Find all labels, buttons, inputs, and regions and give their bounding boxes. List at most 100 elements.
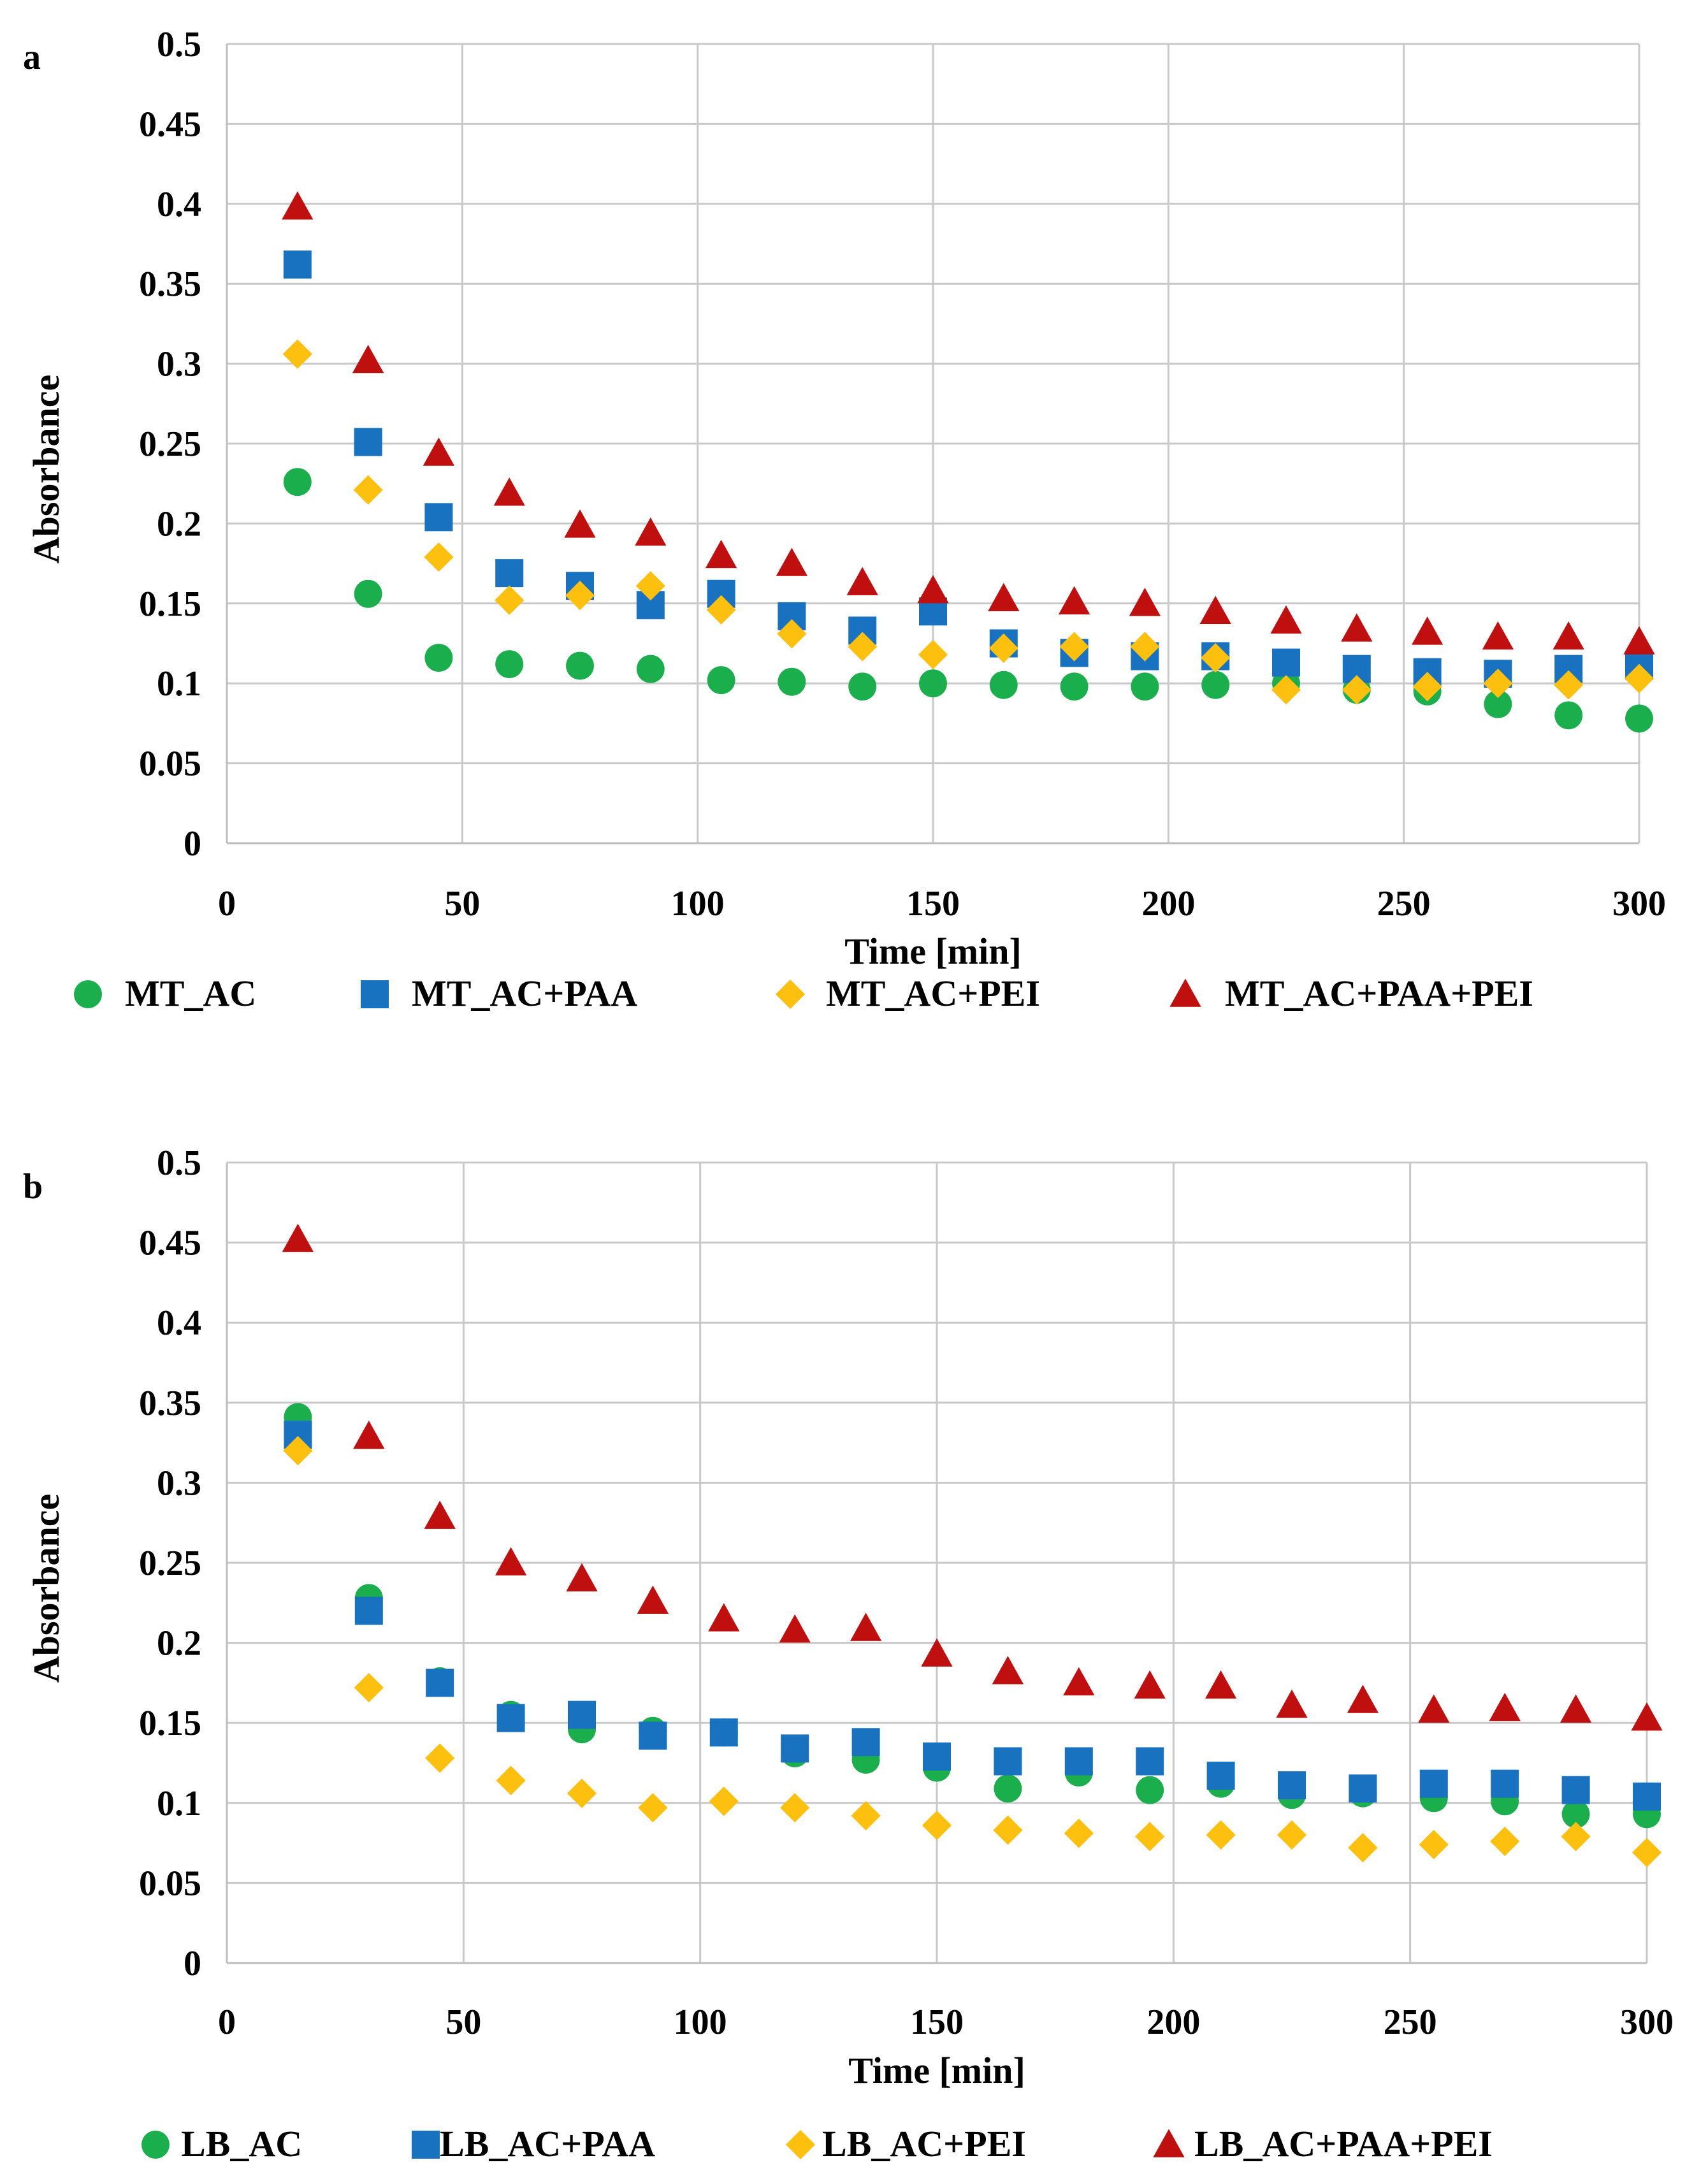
legend-marker-diamond bbox=[785, 2129, 816, 2160]
legend-marker-square bbox=[361, 980, 389, 1008]
data-point bbox=[1418, 1694, 1450, 1723]
data-point bbox=[1201, 670, 1230, 699]
data-point bbox=[1206, 1820, 1236, 1850]
data-point bbox=[636, 655, 665, 683]
data-point bbox=[1135, 1822, 1165, 1851]
data-point bbox=[1554, 701, 1583, 730]
x-tick-label: 0 bbox=[218, 884, 236, 924]
legend-label: MT_AC+PAA+PEI bbox=[1225, 973, 1533, 1014]
data-point bbox=[705, 539, 737, 569]
data-point bbox=[848, 672, 877, 701]
data-point bbox=[354, 579, 382, 608]
legend-item: MT_AC+PEI bbox=[775, 973, 1040, 1014]
data-point bbox=[1482, 621, 1514, 650]
data-point bbox=[1134, 1670, 1166, 1699]
legend: LB_AC LB_AC+PAA LB_AC+PEI LB_AC+PAA+PEI bbox=[141, 2123, 1493, 2164]
data-point bbox=[1205, 1670, 1237, 1699]
chart-panel-b: b 0 0.05 0.1 0.15 0.2 0.25 0.3 0.35 0.4 0.45 0.5 0 50… bbox=[23, 1143, 1674, 2164]
data-point bbox=[1063, 1667, 1095, 1696]
data-point bbox=[846, 567, 878, 595]
data-point bbox=[1270, 605, 1302, 634]
data-point bbox=[1633, 1782, 1661, 1811]
data-point bbox=[1272, 648, 1300, 677]
data-point bbox=[424, 1500, 456, 1529]
x-tick-label: 300 bbox=[1612, 884, 1666, 924]
data-point bbox=[992, 1656, 1024, 1685]
x-tick-label: 300 bbox=[1620, 2003, 1674, 2042]
data-point bbox=[1483, 669, 1513, 699]
data-point bbox=[851, 1801, 881, 1830]
legend-item: MT_AC+PAA bbox=[361, 973, 637, 1014]
data-point bbox=[1624, 663, 1654, 693]
y-tick-label: 0.1 bbox=[157, 1784, 201, 1823]
data-point bbox=[423, 437, 455, 466]
legend-marker-circle bbox=[74, 980, 102, 1008]
data-point bbox=[1348, 1833, 1378, 1863]
data-point bbox=[1201, 642, 1231, 673]
data-point bbox=[1561, 1822, 1591, 1851]
panel-letter: a bbox=[23, 38, 41, 77]
data-point bbox=[567, 1778, 597, 1808]
data-point bbox=[1484, 690, 1512, 718]
y-tick-label: 0.1 bbox=[157, 664, 201, 704]
data-point bbox=[496, 1704, 525, 1732]
y-axis-title: Absorbance bbox=[25, 375, 67, 563]
data-point bbox=[851, 1728, 880, 1757]
data-point bbox=[994, 1747, 1022, 1776]
x-tick-label: 50 bbox=[444, 884, 480, 924]
data-point bbox=[495, 585, 525, 615]
data-point bbox=[1277, 1820, 1307, 1850]
data-point bbox=[1412, 672, 1442, 702]
data-point bbox=[1276, 1689, 1308, 1718]
x-tick-label: 200 bbox=[1141, 884, 1195, 924]
series-LB_AC+PAA+PEI bbox=[282, 1223, 1663, 1731]
data-point bbox=[283, 250, 312, 279]
data-point bbox=[1491, 1769, 1519, 1798]
data-point bbox=[993, 1815, 1023, 1845]
data-point bbox=[639, 1721, 667, 1750]
x-tick-label: 0 bbox=[218, 2003, 236, 2042]
data-point bbox=[848, 632, 878, 662]
y-tick-label: 0.35 bbox=[139, 1384, 201, 1423]
legend-marker-circle bbox=[141, 2131, 170, 2159]
data-point bbox=[1342, 675, 1371, 705]
data-point bbox=[1632, 1837, 1662, 1867]
legend: MT_AC MT_AC+PAA MT_AC+PEI MT_AC+PAA+PEI bbox=[74, 973, 1533, 1014]
data-point bbox=[424, 542, 454, 572]
data-point bbox=[426, 1669, 454, 1697]
data-point bbox=[354, 428, 382, 456]
y-tick-label: 0.25 bbox=[139, 1544, 201, 1583]
data-point bbox=[1561, 1776, 1590, 1804]
data-point bbox=[283, 468, 312, 496]
data-point bbox=[709, 1786, 739, 1816]
chart-panel-a: a 0 0.05 0.1 0.15 0.2 0.25 0.3 0.35 0.4 0.45 0.5 0 50… bbox=[23, 25, 1666, 1014]
legend-label: LB_AC bbox=[181, 2123, 302, 2164]
data-point bbox=[564, 509, 596, 538]
legend-marker-triangle bbox=[1153, 2129, 1185, 2157]
data-point bbox=[776, 547, 808, 576]
legend-item: LB_AC bbox=[141, 2123, 302, 2164]
legend-label: MT_AC bbox=[125, 973, 256, 1014]
y-tick-label: 0.5 bbox=[157, 1143, 201, 1183]
data-point bbox=[493, 477, 525, 506]
data-point bbox=[781, 1734, 809, 1763]
data-point bbox=[1136, 1776, 1164, 1804]
data-point bbox=[850, 1612, 882, 1641]
y-axis-title: Absorbance bbox=[25, 1494, 67, 1683]
data-point bbox=[282, 339, 312, 369]
series-MT_AC+PAA bbox=[283, 250, 1653, 688]
x-tick-label: 200 bbox=[1147, 2003, 1200, 2042]
series-LB_AC+PAA bbox=[284, 1421, 1661, 1811]
legend-label: LB_AC+PAA+PEI bbox=[1194, 2123, 1493, 2164]
y-tick-label: 0 bbox=[184, 1944, 201, 1983]
data-point bbox=[1419, 1769, 1448, 1798]
data-point bbox=[1199, 595, 1231, 625]
data-point bbox=[994, 1774, 1022, 1803]
data-point bbox=[566, 1563, 598, 1591]
data-point bbox=[1411, 616, 1444, 645]
y-tick-label: 0.3 bbox=[157, 345, 201, 384]
data-point bbox=[988, 633, 1018, 663]
y-tick-label: 0 bbox=[184, 824, 201, 864]
series-LB_AC bbox=[284, 1403, 1661, 1829]
data-point bbox=[1560, 1694, 1592, 1723]
